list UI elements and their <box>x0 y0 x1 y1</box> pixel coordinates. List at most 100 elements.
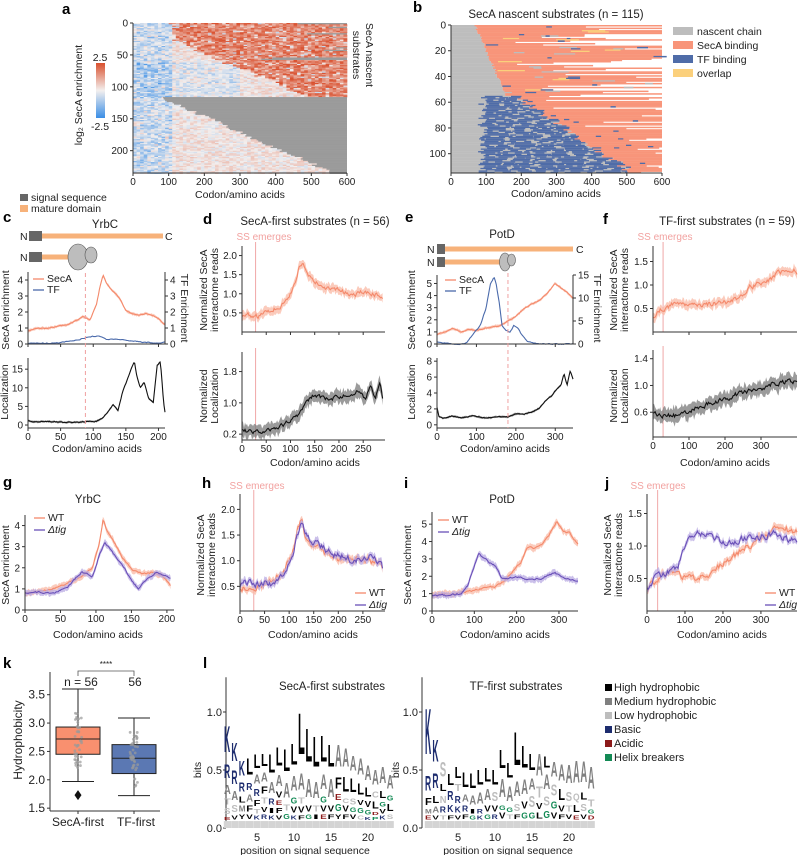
heatmap-cell <box>158 46 162 48</box>
heatmap-cell <box>261 91 266 94</box>
heatmap-cell <box>175 90 180 93</box>
heatmap-cell <box>268 91 273 94</box>
heatmap-cell <box>293 67 298 70</box>
i-title: PotD <box>489 494 515 506</box>
heatmap-cell <box>325 25 330 28</box>
heatmap-cell <box>257 94 262 97</box>
heatmap-cell <box>222 43 227 45</box>
heatmap-cell <box>161 98 164 100</box>
heatmap-cell <box>204 95 209 98</box>
heatmap-cell <box>343 79 348 81</box>
heatmap-cell <box>265 70 269 72</box>
heatmap-cell <box>158 71 162 74</box>
heatmap-cell <box>236 51 241 53</box>
heatmap-cell <box>140 60 144 62</box>
heatmap-cell <box>133 91 137 94</box>
heatmap-cell <box>307 37 312 39</box>
heatmap-cell <box>343 39 348 42</box>
heatmap-cell <box>279 54 284 57</box>
heatmap-cell <box>329 30 334 33</box>
heatmap-cell <box>265 75 269 77</box>
heatmap-cell <box>190 85 194 88</box>
heatmap-cell <box>289 88 294 90</box>
heatmap-cell <box>236 39 241 42</box>
heatmap-cell <box>222 77 227 80</box>
heatmap-cell <box>190 88 194 90</box>
heatmap-cell <box>297 89 301 91</box>
heatmap-cell <box>136 79 141 81</box>
heatmap-cell <box>275 74 280 76</box>
heatmap-cell <box>275 48 280 51</box>
heatmap-cell <box>158 63 162 66</box>
heatmap-cell <box>165 106 169 108</box>
heatmap-cell <box>311 72 316 75</box>
heatmap-cell <box>225 35 230 38</box>
heatmap-cell <box>236 37 241 39</box>
heatmap-cell <box>147 24 152 26</box>
heatmap-cell <box>275 49 280 52</box>
heatmap-cell <box>311 60 316 62</box>
heatmap-cell <box>282 43 287 45</box>
heatmap-cell <box>136 28 141 30</box>
heatmap-cell <box>179 65 184 67</box>
heatmap-cell <box>325 93 330 95</box>
heatmap-cell <box>215 62 219 65</box>
heatmap-cell <box>133 54 137 57</box>
heatmap-cell <box>133 57 137 60</box>
heatmap-cell <box>133 116 137 118</box>
heatmap-cell <box>250 30 255 33</box>
heatmap-cell <box>272 69 276 71</box>
heatmap-cell <box>186 29 191 31</box>
heatmap-cell <box>279 89 284 91</box>
heatmap-cell <box>282 84 287 86</box>
heatmap-cell <box>254 31 259 34</box>
heatmap-cell <box>272 42 276 44</box>
heatmap-cell <box>172 43 177 45</box>
heatmap-cell <box>211 70 216 72</box>
heatmap-cell <box>179 63 184 66</box>
heatmap-cell <box>147 93 152 95</box>
heatmap-cell <box>336 28 341 30</box>
heatmap-cell <box>165 58 169 61</box>
heatmap-cell <box>186 85 191 88</box>
heatmap-cell <box>186 113 191 116</box>
heatmap-cell <box>279 39 284 42</box>
heatmap-cell <box>243 48 248 51</box>
heatmap-cell <box>200 114 205 117</box>
panel-letter-j: j <box>604 475 609 492</box>
heatmap-cell <box>175 91 180 94</box>
heatmap-missing <box>186 109 347 112</box>
heatmap-cell <box>250 26 255 29</box>
heatmap-cell <box>265 89 269 91</box>
heatmap-cell <box>136 44 141 47</box>
heatmap-cell <box>257 25 262 28</box>
heatmap-cell <box>322 90 326 93</box>
heatmap-cell <box>304 56 309 58</box>
heatmap-cell <box>250 81 255 84</box>
heatmap-cell <box>275 63 280 66</box>
heatmap-cell <box>200 29 205 31</box>
heatmap-cell <box>200 72 205 75</box>
heatmap-cell <box>275 91 280 94</box>
heatmap-cell <box>150 111 155 113</box>
heatmap-cell <box>193 40 198 43</box>
heatmap-cell <box>268 76 273 79</box>
heatmap-cell <box>275 47 280 49</box>
heatmap-cell <box>250 48 255 51</box>
heatmap-cell <box>147 114 152 117</box>
j-ylabel-line1: Normalized SecA <box>602 514 614 595</box>
heatmap-cell <box>275 23 280 25</box>
heatmap-cell <box>133 94 137 97</box>
c-protein-name: YrbC <box>92 219 118 231</box>
heatmap-cell <box>261 76 266 79</box>
heatmap-cell <box>257 57 262 60</box>
heatmap-cell <box>254 60 259 62</box>
heatmap-cell <box>165 24 169 26</box>
heatmap-cell <box>318 74 323 76</box>
heatmap-cell <box>240 34 244 37</box>
heatmap-cell <box>140 76 144 79</box>
heatmap-cell <box>325 26 329 29</box>
heatmap-cell <box>136 83 141 85</box>
heatmap-cell <box>268 80 273 82</box>
heatmap-cell <box>179 109 184 112</box>
